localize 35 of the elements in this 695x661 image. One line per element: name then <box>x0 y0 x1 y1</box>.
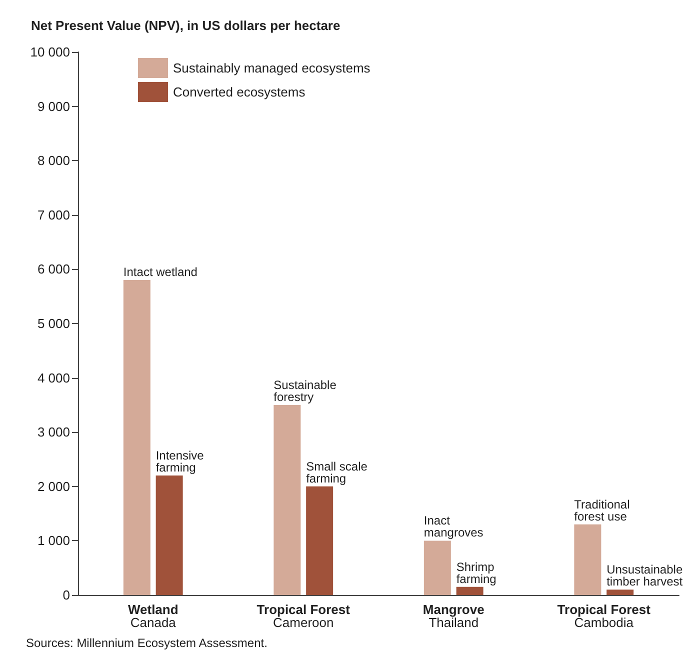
y-tick-label: 9 000 <box>37 98 70 114</box>
annotation: Intensive farming <box>156 448 204 475</box>
annotation: Small scale farming <box>306 459 368 486</box>
x-tick-label: Wetland Canada <box>128 602 178 630</box>
bar <box>424 540 451 595</box>
annotation: Shrimp farming <box>456 560 496 586</box>
y-tick-label: 1 000 <box>37 533 70 548</box>
bar <box>574 524 602 595</box>
annotation: Inact mangroves <box>424 514 484 540</box>
bar <box>456 586 484 595</box>
y-tick-label: 7 000 <box>37 207 70 222</box>
source-note: Sources: Millennium Ecosystem Assessment. <box>26 636 268 650</box>
annotation: Unsustainable timber harvest <box>606 562 684 589</box>
chart-title: Net Present Value (NPV), in US dollars per hectare <box>31 18 340 33</box>
legend-label: Sustainably managed ecosystems <box>173 60 371 76</box>
y-tick-label: 3 000 <box>37 424 70 440</box>
x-tick-label: Tropical Forest Cameroon <box>256 602 351 630</box>
bar <box>306 486 334 595</box>
annotation: Sustainable forestry <box>274 378 337 404</box>
y-tick-label: 10 000 <box>30 44 70 60</box>
bar <box>156 476 183 595</box>
y-tick-label: 4 000 <box>37 370 70 386</box>
x-tick-label: Tropical Forest Cambodia <box>557 602 652 630</box>
bar <box>123 280 150 595</box>
y-tick-label: 0 <box>62 588 70 602</box>
x-tick-label: Mangrove Thailand <box>422 602 484 630</box>
y-tick-label: 2 000 <box>37 478 70 494</box>
annotation: Intact wetland <box>123 265 198 280</box>
bar <box>606 590 634 595</box>
bar <box>274 404 301 595</box>
y-tick-label: 5 000 <box>37 316 70 331</box>
y-tick-label: 6 000 <box>37 262 70 277</box>
y-tick-label: 8 000 <box>37 153 70 168</box>
annotation: Traditional forest use <box>574 497 630 524</box>
legend-label: Converted ecosystems <box>173 84 306 100</box>
